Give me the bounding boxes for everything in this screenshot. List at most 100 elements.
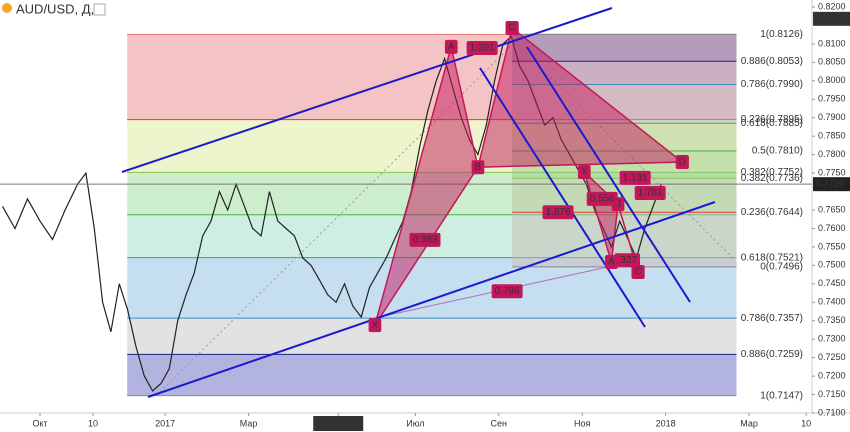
x-tick-label: Мар <box>240 418 258 428</box>
price-marker <box>813 177 850 192</box>
pattern-point-text: B <box>475 162 482 173</box>
pattern-ratio-text: 0.556 <box>590 194 615 205</box>
y-tick-label: 0.7850 <box>818 131 846 141</box>
x-tick-label: Окт <box>32 418 47 428</box>
pattern-point: B <box>471 160 485 175</box>
pattern-ratio: 0.556 <box>586 191 618 206</box>
pattern-point: D <box>675 155 689 170</box>
pattern-ratio-box <box>586 191 618 206</box>
pattern-ratio: 1.781 <box>634 186 666 201</box>
price-marker-label: 0.8168 <box>816 13 844 23</box>
pattern-ratio: .327 <box>614 253 640 268</box>
pattern-ratio-box <box>466 40 498 55</box>
pattern-point: A <box>444 39 458 54</box>
pattern-ratio-box <box>619 170 651 185</box>
pattern-ratio: 1.876 <box>542 205 574 220</box>
pattern-point-text: C <box>509 23 516 34</box>
x-tick-label: Сен <box>491 418 508 428</box>
fib-label: 0.618(0.7521) <box>741 252 803 263</box>
y-tick-label: 0.8100 <box>818 38 846 48</box>
fib-band <box>127 34 737 120</box>
x-tick-label: 2018 <box>656 418 676 428</box>
fib-label: 1(0.7147) <box>760 390 803 401</box>
pattern-point: X <box>368 318 382 333</box>
y-tick-label: 0.7950 <box>818 94 846 104</box>
x-tick-label: 2017-05-05 <box>315 418 361 428</box>
y-tick-label: 0.7100 <box>818 407 846 417</box>
y-tick-label: 0.7900 <box>818 112 846 122</box>
pattern-point-text: C <box>634 267 641 278</box>
x-tick-label: 10 <box>88 418 98 428</box>
y-tick-label: 0.7450 <box>818 278 846 288</box>
pattern-ratio-text: 1.201 <box>470 43 495 54</box>
pattern-point-text: B <box>615 199 622 210</box>
y-tick-label: 0.7600 <box>818 223 846 233</box>
fib-layer: 0.236(0.7895)0.382(0.7752)0.618(0.7521)0… <box>127 29 803 401</box>
fib-label: 0.886(0.8053) <box>741 56 803 67</box>
y-tick-label: 0.8000 <box>818 75 846 85</box>
fib-label: 0.5(0.7810) <box>752 146 803 157</box>
fib-label: 0.382(0.7736) <box>741 173 803 184</box>
y-tick-label: 0.7400 <box>818 297 846 307</box>
y-tick-label: 0.8200 <box>818 1 846 11</box>
pattern-point-box <box>471 160 485 175</box>
price-axis <box>812 0 850 432</box>
pattern-point-text: X <box>581 167 588 178</box>
y-tick-label: 0.7250 <box>818 352 846 362</box>
trendline <box>121 7 613 173</box>
y-tick-label: 0.7500 <box>818 260 846 270</box>
x-tick-label: Июл <box>406 418 424 428</box>
fib-band <box>127 354 737 396</box>
trendline <box>147 201 716 398</box>
pattern-point: C <box>631 265 645 280</box>
fib-label: 0.886(0.7259) <box>741 349 803 360</box>
x-tick-label: 10 <box>801 418 811 428</box>
trendline <box>526 46 691 303</box>
trendline <box>479 67 646 328</box>
pattern-ratio-box <box>491 284 523 299</box>
pattern-point-text: A <box>448 42 455 53</box>
fib-label: 1(0.8126) <box>760 29 803 40</box>
price-marker <box>813 11 850 26</box>
pattern-ratio-text: 0.383 <box>412 235 437 246</box>
fib-label: 0.786(0.7990) <box>741 79 803 90</box>
pattern-point-text: A <box>608 257 615 268</box>
fib-band <box>127 318 737 355</box>
pattern-ratio: 1.131 <box>619 170 651 185</box>
fib-label: 0.786(0.7357) <box>741 313 803 324</box>
x-tick-label: Ноя <box>574 418 591 428</box>
pattern-ratio-box <box>409 232 441 247</box>
fib-label: 0(0.7496) <box>760 261 803 272</box>
y-tick-label: 0.7750 <box>818 167 846 177</box>
pattern-ratio-box <box>634 186 666 201</box>
pattern-point: X <box>577 164 591 179</box>
pattern-ratio-text: 0.786 <box>495 286 520 297</box>
fib-label: 0.382(0.7752) <box>741 167 803 178</box>
pattern-ratio-box <box>614 253 640 268</box>
chart-title: AUD/USD, Д, <box>16 1 94 16</box>
pattern-ratio-text: .327 <box>618 255 638 266</box>
pattern-ratio-box <box>542 205 574 220</box>
pattern-point-box <box>368 318 382 333</box>
x-tick-highlight <box>313 416 364 431</box>
settings-icon[interactable] <box>93 3 106 16</box>
pattern-point-text: X <box>372 320 379 331</box>
y-tick-label: 0.7550 <box>818 241 846 251</box>
pattern-point-box <box>444 39 458 54</box>
fib-label: 0.236(0.7895) <box>741 114 803 125</box>
pattern-ratio-text: 1.876 <box>545 207 570 218</box>
pattern-point: C <box>505 21 519 36</box>
y-tick-label: 0.7150 <box>818 389 846 399</box>
pattern-point-box <box>577 164 591 179</box>
pattern-point-box <box>675 155 689 170</box>
pattern-point-box <box>631 265 645 280</box>
y-tick-label: 0.7300 <box>818 334 846 344</box>
x-tick-label: 2017 <box>155 418 175 428</box>
pattern-ratio-text: 1.131 <box>623 173 648 184</box>
y-tick-label: 0.7200 <box>818 370 846 380</box>
pattern-ratio-text: 1.781 <box>638 188 663 199</box>
pattern-point-text: D <box>679 157 686 168</box>
fib-label: 0.236(0.7644) <box>741 207 803 218</box>
trendlines: X A B C D 1.201 0.383 0.786 1.876 1.131 X A B C 0.556.… <box>121 7 716 398</box>
price-marker-label: 0.7720 <box>816 179 844 189</box>
